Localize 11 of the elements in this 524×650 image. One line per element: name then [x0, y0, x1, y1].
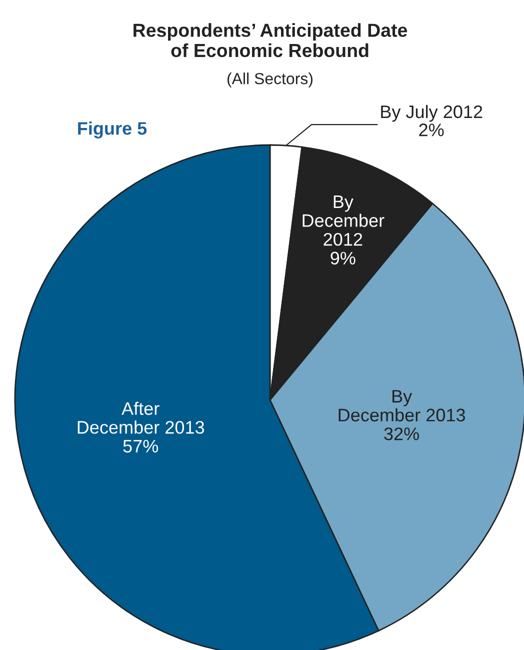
data-label: 32%	[384, 427, 419, 440]
caption: Figure 5	[78, 122, 147, 138]
chart-title: Respondents’ Anticipated Date of Economic Rebound	[134, 23, 408, 58]
slice-label: After December 2013	[78, 402, 204, 434]
slice-label: By December 2012	[302, 196, 384, 246]
data-label: 2%	[419, 124, 444, 136]
data-label: 9%	[330, 252, 356, 265]
chart-subtitle: (All Sectors)	[228, 72, 312, 88]
slice-label: By December 2013	[338, 390, 465, 422]
slice-label: By July 2012	[381, 104, 482, 122]
data-label: 57%	[123, 440, 158, 453]
